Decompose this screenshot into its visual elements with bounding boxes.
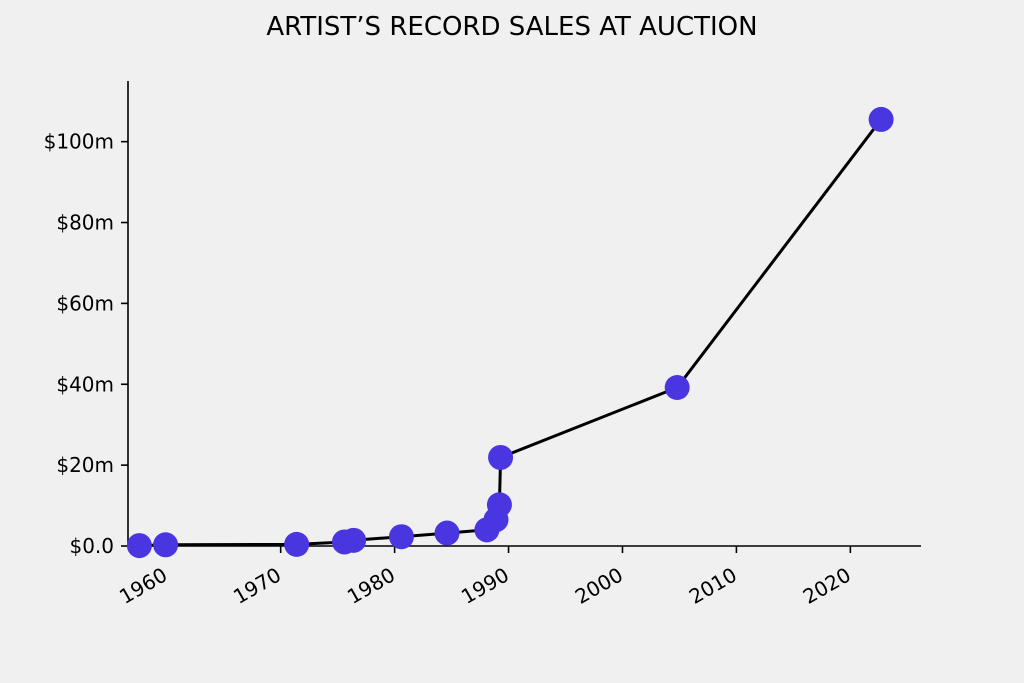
data-point: [126, 533, 152, 559]
x-tick-label: 1990: [457, 563, 513, 609]
data-point: [341, 527, 367, 553]
y-tick-label: $0.0: [69, 534, 114, 558]
y-tick-label: $40m: [56, 372, 114, 396]
x-tick-label: 1980: [343, 563, 399, 609]
data-point: [153, 532, 179, 558]
data-point: [664, 374, 690, 400]
data-point: [868, 106, 894, 132]
y-tick-label: $80m: [56, 211, 114, 235]
data-point: [388, 524, 414, 550]
x-tick-label: 2020: [799, 563, 855, 609]
y-tick-label: $100m: [44, 130, 114, 154]
x-tick-label: 1970: [229, 563, 285, 609]
data-point: [488, 444, 514, 470]
x-tick-label: 2000: [571, 563, 627, 609]
chart-title: ARTIST’S RECORD SALES AT AUCTION: [266, 12, 757, 42]
series-layer: [126, 106, 894, 559]
y-tick-label: $20m: [56, 453, 114, 477]
data-point: [434, 520, 460, 546]
x-tick-label: 2010: [685, 563, 741, 609]
data-point: [486, 492, 512, 518]
x-tick-label: 1960: [115, 563, 171, 609]
data-point: [284, 531, 310, 557]
series-line: [139, 118, 883, 548]
y-tick-label: $60m: [56, 291, 114, 315]
